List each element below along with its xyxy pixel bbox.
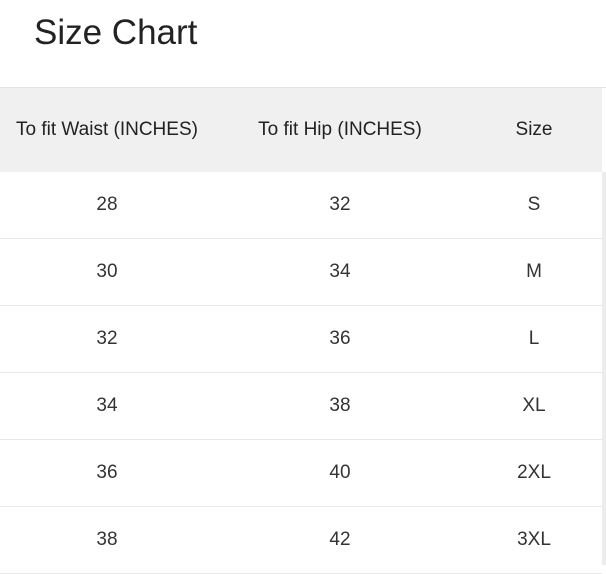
waist-cell: 36 [0,439,214,507]
table-header-row: To fit Waist (INCHES) To fit Hip (INCHES… [0,88,602,172]
waist-cell: 34 [0,372,214,440]
table-row: 30 34 M [0,238,602,306]
size-chart-table: To fit Waist (INCHES) To fit Hip (INCHES… [0,88,602,574]
divider [0,87,606,88]
size-cell: 2XL [466,439,602,507]
table-row: 36 40 2XL [0,439,602,507]
header-size: Size [466,88,602,172]
waist-cell: 30 [0,238,214,306]
size-cell: 3XL [466,506,602,574]
waist-cell: 28 [0,172,214,239]
table-row: 28 32 S [0,172,602,239]
scrollbar-track[interactable] [602,172,606,565]
size-cell: XL [466,372,602,440]
table-row: 32 36 L [0,305,602,373]
hip-cell: 42 [214,506,466,574]
table-row: 34 38 XL [0,372,602,440]
hip-cell: 38 [214,372,466,440]
hip-cell: 32 [214,172,466,239]
waist-cell: 32 [0,305,214,373]
hip-cell: 40 [214,439,466,507]
size-cell: L [466,305,602,373]
size-cell: S [466,172,602,239]
table-row: 38 42 3XL [0,506,602,574]
header-hip: To fit Hip (INCHES) [214,88,466,172]
header-waist: To fit Waist (INCHES) [0,88,214,172]
hip-cell: 36 [214,305,466,373]
hip-cell: 34 [214,238,466,306]
size-cell: M [466,238,602,306]
waist-cell: 38 [0,506,214,574]
page-title: Size Chart [34,13,198,52]
